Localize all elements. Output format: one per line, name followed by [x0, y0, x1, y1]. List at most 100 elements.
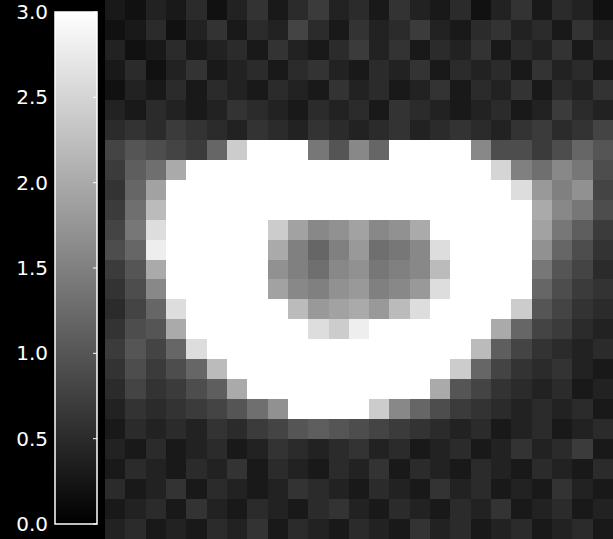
heatmap-cell [369, 0, 390, 21]
heatmap-cell [207, 339, 228, 360]
heatmap-cell [389, 160, 410, 181]
heatmap-cell [186, 379, 207, 400]
heatmap-cell [125, 120, 146, 141]
heatmap-cell [308, 200, 329, 221]
heatmap-cell [349, 319, 370, 340]
heatmap-cell [308, 299, 329, 320]
heatmap-cell [125, 299, 146, 320]
heatmap-cell [511, 40, 532, 61]
heatmap-cell [146, 379, 167, 400]
heatmap-cell [349, 180, 370, 201]
heatmap-cell [430, 279, 451, 300]
heatmap-cell [532, 20, 553, 41]
heatmap-cell [369, 240, 390, 261]
heatmap-cell [105, 140, 126, 161]
heatmap-cell [491, 60, 512, 81]
heatmap-cell [207, 160, 228, 181]
heatmap-cell [552, 399, 573, 420]
heatmap-cell [247, 379, 268, 400]
heatmap-cell [227, 180, 248, 201]
heatmap-cell [186, 160, 207, 181]
heatmap-cell [105, 339, 126, 360]
chart: 0.00.51.01.52.02.53.0 [0, 0, 613, 539]
heatmap-cell [329, 160, 350, 181]
heatmap-cell [491, 419, 512, 440]
heatmap-cell [511, 439, 532, 460]
heatmap-cell [166, 279, 187, 300]
heatmap-cell [389, 299, 410, 320]
heatmap-cell [410, 419, 431, 440]
colorbar-tick [93, 182, 97, 183]
heatmap-cell [166, 60, 187, 81]
heatmap-cell [389, 260, 410, 281]
heatmap-cell [146, 519, 167, 539]
heatmap-cell [410, 459, 431, 480]
heatmap-cell [349, 519, 370, 539]
heatmap-cell [146, 319, 167, 340]
heatmap-cell [389, 439, 410, 460]
heatmap-cell [369, 379, 390, 400]
heatmap-cell [125, 80, 146, 101]
heatmap-cell [308, 459, 329, 480]
heatmap-cell [389, 140, 410, 161]
heatmap-cell [593, 140, 613, 161]
heatmap-cell [369, 60, 390, 81]
heatmap-cell [268, 499, 289, 520]
heatmap-cell [552, 140, 573, 161]
heatmap-cell [268, 0, 289, 21]
heatmap-cell [572, 419, 593, 440]
heatmap-cell [410, 0, 431, 21]
heatmap-cell [491, 20, 512, 41]
heatmap-cell [471, 479, 492, 500]
heatmap-cell [389, 339, 410, 360]
heatmap-cell [430, 100, 451, 121]
heatmap-cell [552, 80, 573, 101]
heatmap-cell [227, 479, 248, 500]
colorbar-label: 0.5 [16, 427, 48, 451]
heatmap-cell [389, 319, 410, 340]
heatmap-cell [572, 200, 593, 221]
heatmap-cell [389, 20, 410, 41]
heatmap-cell [410, 439, 431, 460]
heatmap-cell [491, 180, 512, 201]
heatmap-cell [288, 379, 309, 400]
heatmap-cell [125, 459, 146, 480]
heatmap-cell [471, 60, 492, 81]
heatmap-cell [552, 20, 573, 41]
heatmap-cell [572, 439, 593, 460]
heatmap-cell [450, 479, 471, 500]
heatmap-cell [288, 200, 309, 221]
heatmap-cell [186, 479, 207, 500]
heatmap-cell [166, 220, 187, 241]
heatmap-cell [471, 0, 492, 21]
heatmap-cell [186, 60, 207, 81]
heatmap-cell [511, 100, 532, 121]
heatmap-cell [146, 160, 167, 181]
heatmap-cell [166, 40, 187, 61]
heatmap-cell [369, 299, 390, 320]
heatmap-cell [532, 359, 553, 380]
heatmap-cell [207, 419, 228, 440]
heatmap-cell [227, 240, 248, 261]
heatmap-cell [410, 80, 431, 101]
heatmap-cell [207, 499, 228, 520]
heatmap-cell [247, 339, 268, 360]
heatmap-cell [532, 499, 553, 520]
heatmap-cell [166, 319, 187, 340]
heatmap-cell [186, 120, 207, 141]
heatmap-cell [491, 220, 512, 241]
heatmap-cell [430, 319, 451, 340]
heatmap-cell [471, 359, 492, 380]
heatmap-cell [491, 120, 512, 141]
heatmap-cell [125, 279, 146, 300]
heatmap-cell [349, 260, 370, 281]
heatmap-cell [349, 0, 370, 21]
heatmap-cell [389, 279, 410, 300]
heatmap-cell [288, 0, 309, 21]
heatmap-cell [268, 399, 289, 420]
heatmap-cell [511, 279, 532, 300]
heatmap-cell [268, 200, 289, 221]
heatmap-cell [288, 140, 309, 161]
heatmap-cell [247, 20, 268, 41]
heatmap-cell [389, 100, 410, 121]
